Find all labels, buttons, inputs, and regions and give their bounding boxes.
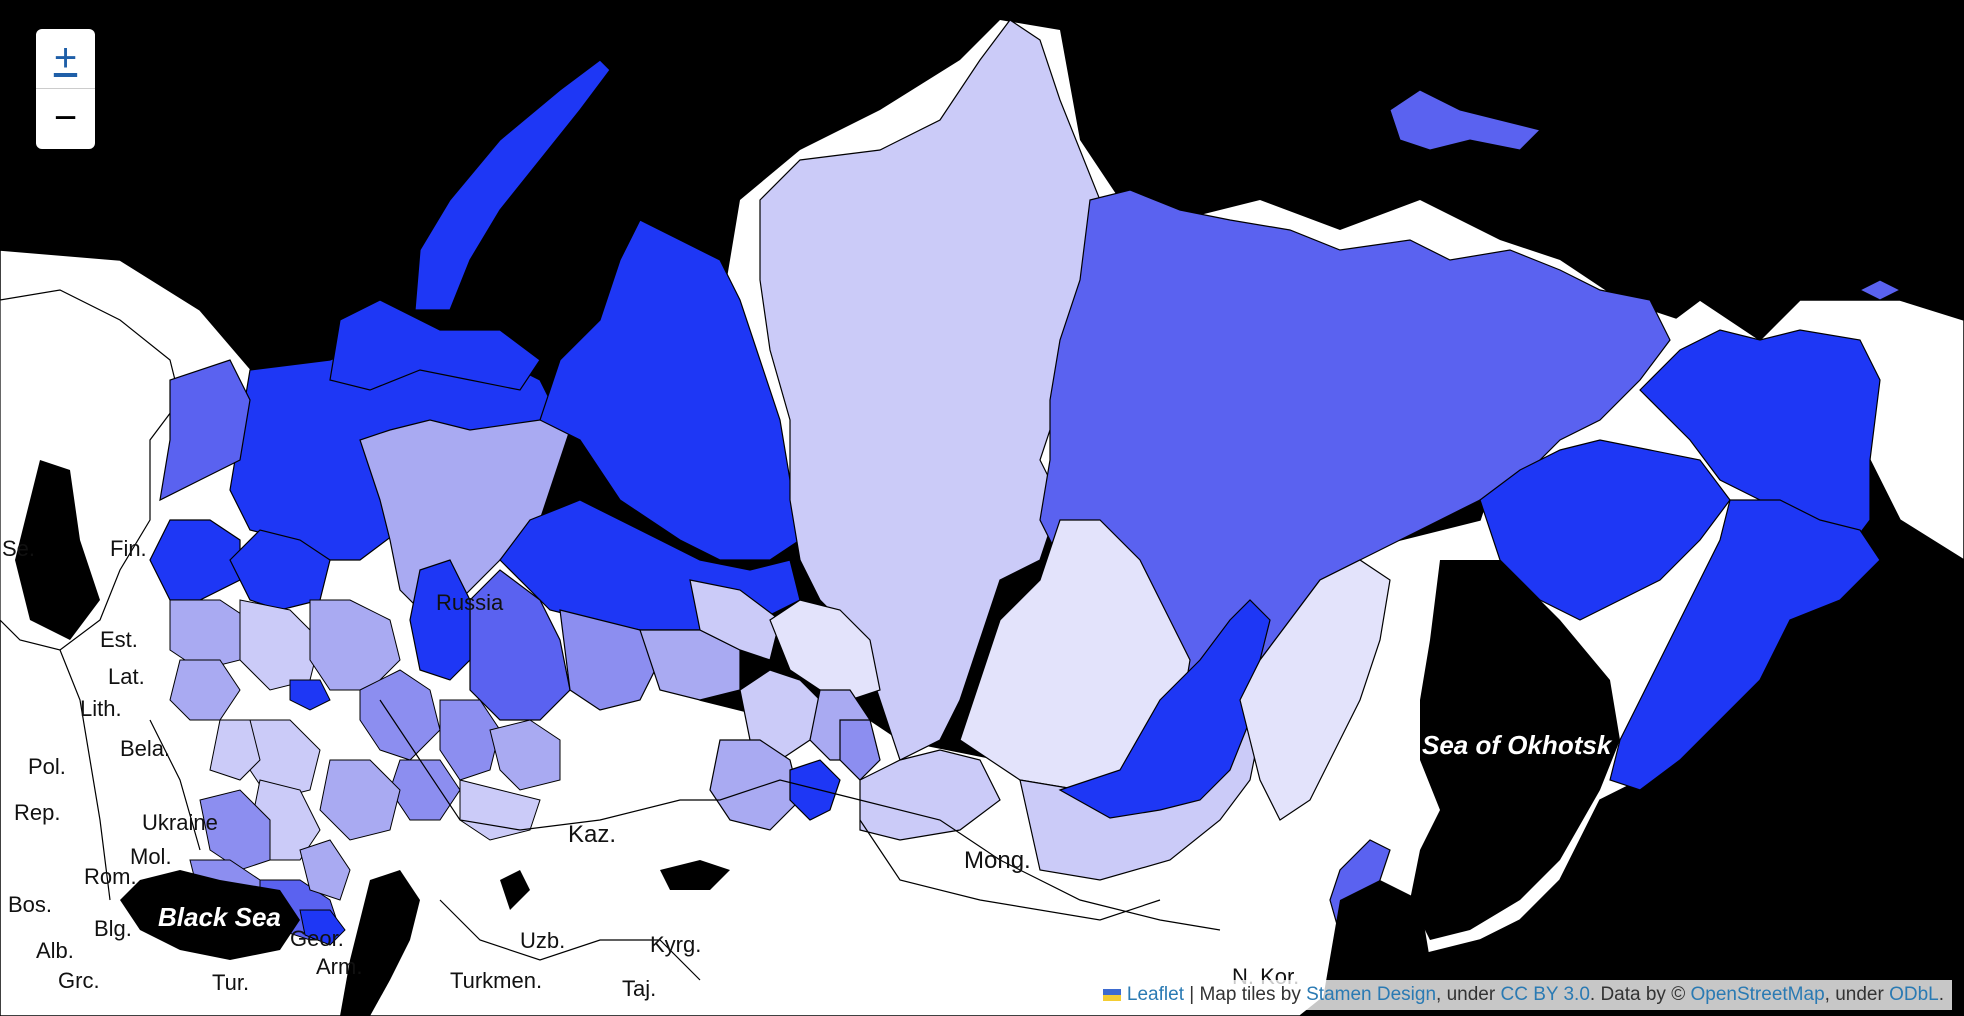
cc-by-link[interactable]: CC BY 3.0 — [1500, 984, 1590, 1005]
label-grc: Grc. — [58, 968, 100, 993]
black-sea — [120, 870, 300, 960]
label-sea-of-okhotsk: Sea of Okhotsk — [1422, 730, 1613, 760]
aral-sea — [660, 860, 730, 890]
label-arm: Arm. — [316, 954, 362, 979]
region-tomsk[interactable] — [769, 599, 881, 701]
region-magadan[interactable] — [1479, 439, 1731, 621]
label-tur: Tur. — [212, 970, 249, 995]
leaflet-link[interactable]: Leaflet — [1126, 984, 1184, 1005]
label-turkmen: Turkmen. — [450, 968, 542, 993]
label-mol: Mol. — [130, 844, 172, 869]
label-bos: Bos. — [8, 892, 52, 917]
region-nizhny[interactable] — [359, 669, 441, 761]
label-taj: Taj. — [622, 976, 656, 1001]
region-saratov[interactable] — [319, 759, 401, 841]
label-black-sea: Black Sea — [158, 902, 281, 932]
region-chukotka[interactable] — [1639, 329, 1881, 561]
attribution-text-5: . — [1938, 984, 1944, 1005]
label-rep: Rep. — [14, 800, 60, 825]
region-wrangel[interactable] — [1858, 279, 1902, 301]
label-ukraine: Ukraine — [142, 810, 218, 835]
region-tyva[interactable] — [789, 759, 841, 821]
region-kamchatka[interactable] — [1609, 499, 1881, 791]
map-attribution: Leaflet | Map tiles by Stamen Design , u… — [1094, 980, 1952, 1010]
region-khabarovsk[interactable] — [1239, 559, 1391, 821]
lake-balkhash — [500, 870, 530, 910]
baltic-sea — [15, 460, 100, 640]
label-uzb: Uzb. — [520, 928, 565, 953]
label-alb: Alb. — [36, 938, 74, 963]
label-geor: Geor. — [290, 926, 344, 951]
zoom-control: + − — [36, 29, 95, 149]
region-ryazan[interactable] — [289, 679, 331, 711]
sea-of-okhotsk — [1410, 560, 1620, 940]
region-bashkortostan[interactable] — [489, 719, 561, 791]
region-belgorod[interactable] — [209, 719, 261, 781]
odbl-link[interactable]: ODbL — [1889, 984, 1939, 1005]
label-russia: Russia — [436, 590, 504, 615]
region-astrakhan[interactable] — [299, 839, 351, 901]
caspian-sea — [340, 870, 420, 1016]
region-kirov[interactable] — [409, 559, 471, 681]
region-perm[interactable] — [559, 609, 661, 711]
region-khakassia[interactable] — [839, 719, 881, 781]
region-altai[interactable] — [709, 739, 801, 831]
region-novaya-zemlya[interactable] — [414, 59, 611, 311]
attribution-text-3: . Data by © — [1589, 984, 1691, 1005]
label-mong: Mong. — [964, 847, 1031, 874]
label-bela: Bela. — [120, 736, 170, 761]
region-dagestan[interactable] — [299, 909, 346, 946]
zoom-in-button[interactable]: + — [36, 29, 95, 89]
region-tatarstan[interactable] — [439, 699, 501, 781]
region-karelia[interactable] — [159, 359, 251, 502]
label-lith: Lith. — [80, 696, 122, 721]
region-yaroslavl[interactable] — [309, 599, 401, 691]
country-borders — [59, 649, 1221, 981]
region-komi[interactable] — [359, 398, 582, 621]
label-est: Est. — [100, 627, 138, 652]
label-lat: Lat. — [108, 664, 145, 689]
osm-link[interactable]: OpenStreetMap — [1690, 984, 1825, 1005]
region-murmansk[interactable] — [329, 299, 541, 391]
label-pol: Pol. — [28, 754, 66, 779]
attribution-text-1: | Map tiles by — [1183, 984, 1307, 1005]
stamen-link[interactable]: Stamen Design — [1306, 984, 1437, 1005]
region-amur[interactable] — [1058, 599, 1271, 819]
label-kyrg: Kyrg. — [650, 932, 701, 957]
region-new-siberian-islands[interactable] — [1389, 89, 1541, 151]
ukraine-flag-icon — [1102, 989, 1121, 1001]
region-yamalo-nenets[interactable] — [539, 219, 801, 561]
region-vologda[interactable] — [229, 529, 331, 611]
label-rom: Rom. — [84, 864, 137, 889]
label-kaz: Kaz. — [568, 821, 616, 848]
attribution-text-2: , under — [1436, 984, 1501, 1005]
region-buryatia[interactable] — [859, 749, 1001, 841]
label-blg: Blg. — [94, 916, 132, 941]
zoom-out-button[interactable]: − — [53, 96, 78, 140]
region-rostov[interactable] — [199, 789, 271, 871]
region-tyumen[interactable] — [689, 579, 781, 661]
attribution-text-4: , under — [1824, 984, 1890, 1005]
label-fin: Fin. — [110, 536, 147, 561]
label-se: Se. — [2, 536, 35, 561]
